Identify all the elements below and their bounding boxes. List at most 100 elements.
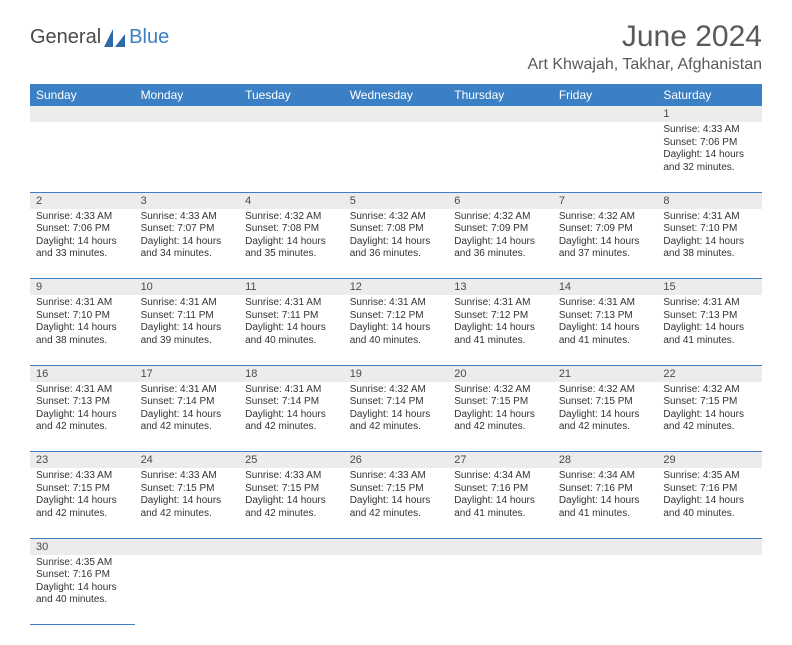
day-content-cell: Sunrise: 4:32 AMSunset: 7:09 PMDaylight:… <box>553 209 658 279</box>
day-number-cell: 14 <box>553 279 658 296</box>
daylight-text: and 42 minutes. <box>245 421 338 434</box>
daylight-text: and 42 minutes. <box>141 421 234 434</box>
daylight-text: Daylight: 14 hours <box>36 495 129 508</box>
day-number-row: 30 <box>30 538 762 555</box>
sunrise-text: Sunrise: 4:33 AM <box>663 124 756 137</box>
daylight-text: Daylight: 14 hours <box>36 409 129 422</box>
sunset-text: Sunset: 7:15 PM <box>245 483 338 496</box>
daylight-text: and 40 minutes. <box>245 335 338 348</box>
day-number-cell: 23 <box>30 452 135 469</box>
sunrise-text: Sunrise: 4:31 AM <box>663 211 756 224</box>
sunset-text: Sunset: 7:08 PM <box>245 223 338 236</box>
sunrise-text: Sunrise: 4:32 AM <box>663 384 756 397</box>
day-content-cell: Sunrise: 4:31 AMSunset: 7:11 PMDaylight:… <box>239 295 344 365</box>
day-number-cell: 7 <box>553 192 658 209</box>
day-number-row: 16171819202122 <box>30 365 762 382</box>
sunset-text: Sunset: 7:09 PM <box>454 223 547 236</box>
day-number-cell <box>657 538 762 555</box>
day-details: Sunrise: 4:32 AMSunset: 7:14 PMDaylight:… <box>344 382 449 438</box>
daylight-text: Daylight: 14 hours <box>36 582 129 595</box>
day-number-cell: 1 <box>657 106 762 122</box>
day-number-row: 9101112131415 <box>30 279 762 296</box>
logo-text-blue: Blue <box>129 26 169 49</box>
daylight-text: and 42 minutes. <box>559 421 652 434</box>
day-number-cell: 30 <box>30 538 135 555</box>
day-content-cell: Sunrise: 4:33 AMSunset: 7:15 PMDaylight:… <box>30 468 135 538</box>
sunset-text: Sunset: 7:15 PM <box>141 483 234 496</box>
title-block: June 2024 Art Khwajah, Takhar, Afghanist… <box>527 20 762 74</box>
day-content-cell: Sunrise: 4:32 AMSunset: 7:08 PMDaylight:… <box>344 209 449 279</box>
day-details: Sunrise: 4:31 AMSunset: 7:14 PMDaylight:… <box>239 382 344 438</box>
daylight-text: and 39 minutes. <box>141 335 234 348</box>
sunrise-text: Sunrise: 4:32 AM <box>350 384 443 397</box>
weekday-header: Sunday <box>30 84 135 106</box>
day-number-cell: 22 <box>657 365 762 382</box>
day-content-cell: Sunrise: 4:31 AMSunset: 7:10 PMDaylight:… <box>657 209 762 279</box>
day-content-cell: Sunrise: 4:31 AMSunset: 7:13 PMDaylight:… <box>553 295 658 365</box>
weekday-header: Saturday <box>657 84 762 106</box>
sunrise-text: Sunrise: 4:31 AM <box>245 297 338 310</box>
day-number-cell: 4 <box>239 192 344 209</box>
day-number-cell: 27 <box>448 452 553 469</box>
sunset-text: Sunset: 7:14 PM <box>141 396 234 409</box>
day-content-cell <box>553 555 658 625</box>
day-number-cell: 15 <box>657 279 762 296</box>
daylight-text: and 33 minutes. <box>36 248 129 261</box>
sunset-text: Sunset: 7:13 PM <box>663 310 756 323</box>
sunrise-text: Sunrise: 4:33 AM <box>36 470 129 483</box>
weekday-header: Tuesday <box>239 84 344 106</box>
daylight-text: and 42 minutes. <box>454 421 547 434</box>
day-content-cell: Sunrise: 4:33 AMSunset: 7:07 PMDaylight:… <box>135 209 240 279</box>
daylight-text: Daylight: 14 hours <box>559 409 652 422</box>
day-content-cell: Sunrise: 4:32 AMSunset: 7:15 PMDaylight:… <box>657 382 762 452</box>
day-content-cell <box>30 122 135 192</box>
day-number-cell: 5 <box>344 192 449 209</box>
day-details: Sunrise: 4:35 AMSunset: 7:16 PMDaylight:… <box>30 555 135 611</box>
daylight-text: Daylight: 14 hours <box>663 409 756 422</box>
daylight-text: and 36 minutes. <box>454 248 547 261</box>
sunrise-text: Sunrise: 4:33 AM <box>36 211 129 224</box>
day-number-cell: 12 <box>344 279 449 296</box>
day-number-cell: 16 <box>30 365 135 382</box>
daylight-text: and 42 minutes. <box>350 421 443 434</box>
day-content-cell <box>239 555 344 625</box>
daylight-text: and 41 minutes. <box>454 508 547 521</box>
day-content-cell: Sunrise: 4:32 AMSunset: 7:08 PMDaylight:… <box>239 209 344 279</box>
day-content-cell: Sunrise: 4:31 AMSunset: 7:14 PMDaylight:… <box>135 382 240 452</box>
daylight-text: Daylight: 14 hours <box>559 495 652 508</box>
daylight-text: and 38 minutes. <box>663 248 756 261</box>
daylight-text: Daylight: 14 hours <box>454 236 547 249</box>
calendar-table: Sunday Monday Tuesday Wednesday Thursday… <box>30 84 762 625</box>
day-content-cell: Sunrise: 4:32 AMSunset: 7:15 PMDaylight:… <box>448 382 553 452</box>
day-number-cell: 11 <box>239 279 344 296</box>
sunset-text: Sunset: 7:16 PM <box>559 483 652 496</box>
day-content-cell: Sunrise: 4:33 AMSunset: 7:15 PMDaylight:… <box>135 468 240 538</box>
sunset-text: Sunset: 7:14 PM <box>245 396 338 409</box>
day-details: Sunrise: 4:32 AMSunset: 7:15 PMDaylight:… <box>657 382 762 438</box>
day-content-cell: Sunrise: 4:31 AMSunset: 7:13 PMDaylight:… <box>30 382 135 452</box>
day-number-cell <box>239 106 344 122</box>
daylight-text: Daylight: 14 hours <box>141 409 234 422</box>
day-details: Sunrise: 4:31 AMSunset: 7:13 PMDaylight:… <box>657 295 762 351</box>
day-number-cell: 9 <box>30 279 135 296</box>
daylight-text: Daylight: 14 hours <box>245 495 338 508</box>
day-details: Sunrise: 4:32 AMSunset: 7:09 PMDaylight:… <box>553 209 658 265</box>
day-content-cell <box>448 122 553 192</box>
sunrise-text: Sunrise: 4:33 AM <box>350 470 443 483</box>
day-number-cell <box>344 538 449 555</box>
day-content-cell: Sunrise: 4:35 AMSunset: 7:16 PMDaylight:… <box>657 468 762 538</box>
daylight-text: and 42 minutes. <box>245 508 338 521</box>
day-details: Sunrise: 4:35 AMSunset: 7:16 PMDaylight:… <box>657 468 762 524</box>
location-subtitle: Art Khwajah, Takhar, Afghanistan <box>527 56 762 74</box>
day-number-cell <box>344 106 449 122</box>
sunrise-text: Sunrise: 4:31 AM <box>141 297 234 310</box>
weekday-header: Wednesday <box>344 84 449 106</box>
daylight-text: Daylight: 14 hours <box>350 495 443 508</box>
week-content-row: Sunrise: 4:31 AMSunset: 7:13 PMDaylight:… <box>30 382 762 452</box>
day-number-cell: 2 <box>30 192 135 209</box>
sunset-text: Sunset: 7:10 PM <box>663 223 756 236</box>
daylight-text: Daylight: 14 hours <box>141 322 234 335</box>
sunrise-text: Sunrise: 4:32 AM <box>245 211 338 224</box>
sunrise-text: Sunrise: 4:35 AM <box>36 557 129 570</box>
daylight-text: Daylight: 14 hours <box>350 236 443 249</box>
